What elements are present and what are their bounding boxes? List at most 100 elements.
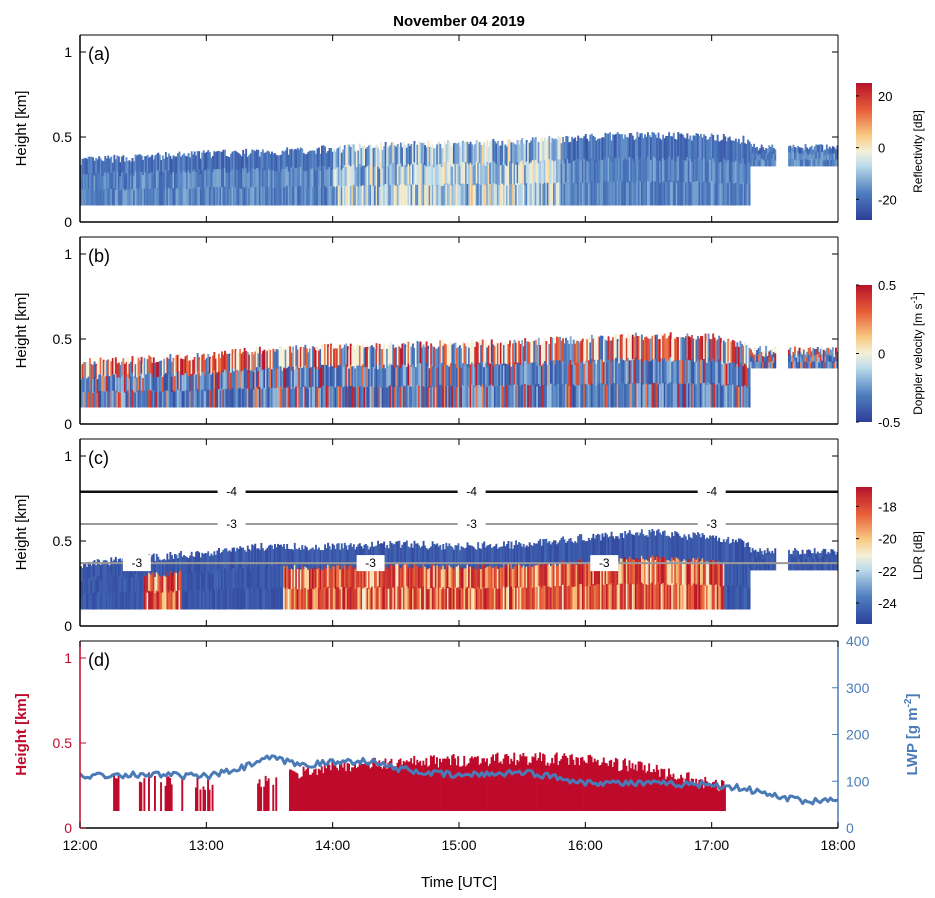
heatmap-cell: [96, 365, 99, 380]
heatmap-cell: [281, 186, 284, 206]
cloud-bar: [478, 764, 481, 811]
heatmap-cell: [295, 588, 298, 610]
heatmap-cell: [136, 155, 139, 173]
heatmap-cell: [237, 153, 240, 171]
heatmap-cell: [328, 387, 331, 408]
heatmap-cell: [117, 188, 120, 206]
heatmap-cell: [633, 535, 636, 561]
heatmap-cell: [301, 587, 304, 610]
heatmap-cell: [163, 390, 166, 408]
heatmap-cell: [328, 588, 331, 610]
heatmap-cell: [668, 536, 671, 562]
heatmap-cell: [580, 182, 583, 206]
heatmap-cell: [102, 190, 105, 206]
cloud-bar: [417, 762, 420, 811]
heatmap-cell: [372, 147, 375, 168]
heatmap-cell: [211, 172, 214, 190]
heatmap-cell: [747, 368, 749, 389]
heatmap-cell: [681, 561, 684, 586]
heatmap-cell: [304, 587, 307, 610]
heatmap-cell: [287, 589, 290, 610]
heatmap-cell: [578, 364, 581, 387]
cloud-bar: [693, 783, 696, 811]
heatmap-cell: [101, 160, 104, 176]
heatmap-cell: [280, 171, 283, 189]
heatmap-cell: [469, 343, 472, 365]
heatmap-cell: [733, 586, 736, 610]
heatmap-cell: [139, 376, 142, 393]
heatmap-cell: [355, 365, 358, 387]
heatmap-cell: [697, 383, 699, 408]
heatmap-cell: [89, 172, 92, 190]
heatmap-cell: [316, 366, 319, 388]
heatmap-cell: [689, 561, 692, 586]
heatmap-cell: [590, 334, 593, 360]
heatmap-cell: [120, 188, 123, 206]
heatmap-cell: [680, 537, 683, 562]
heatmap-cell: [255, 588, 258, 610]
heatmap-cell: [533, 363, 536, 386]
cloud-bar: [561, 755, 564, 811]
heatmap-cell: [90, 565, 93, 581]
heatmap-cell: [677, 583, 680, 610]
heatmap-cell: [660, 139, 663, 162]
heatmap-cell: [362, 146, 364, 167]
heatmap-cell: [265, 589, 267, 610]
heatmap-cell: [87, 577, 90, 594]
heatmap-cell: [95, 173, 98, 190]
heatmap-cell: [339, 386, 342, 408]
heatmap-cell: [794, 159, 796, 167]
heatmap-cell: [750, 355, 753, 363]
heatmap-cell: [577, 584, 580, 610]
heatmap-cell: [765, 345, 768, 354]
heatmap-cell: [822, 349, 825, 357]
heatmap-cell: [490, 339, 493, 363]
heatmap-cell: [289, 167, 292, 187]
heatmap-cell: [409, 185, 411, 206]
heatmap-cell: [760, 151, 763, 160]
heatmap-cell: [648, 135, 651, 159]
heatmap-cell: [710, 584, 713, 610]
heatmap-cell: [210, 374, 213, 392]
heatmap-cell: [762, 350, 765, 357]
heatmap-cell: [93, 592, 96, 610]
heatmap-cell: [386, 185, 389, 206]
heatmap-cell: [507, 344, 510, 366]
heatmap-cell: [797, 356, 800, 363]
heatmap-cell: [428, 588, 431, 610]
heatmap-cell: [427, 366, 430, 388]
heatmap-cell: [377, 540, 380, 564]
heatmap-cell: [760, 352, 763, 358]
cloud-bar: [661, 769, 664, 811]
heatmap-cell: [295, 386, 298, 408]
heatmap-cell: [275, 368, 278, 389]
heatmap-cell: [336, 543, 339, 566]
heatmap-cell: [157, 591, 160, 610]
cloud-bar: [655, 764, 658, 811]
heatmap-cell: [146, 576, 149, 594]
heatmap-cell: [546, 160, 549, 184]
heatmap-cell: [595, 183, 598, 206]
heatmap-cell: [81, 595, 84, 610]
heatmap-cell: [716, 384, 719, 408]
heatmap-cell: [812, 354, 815, 362]
heatmap-cell: [621, 558, 624, 585]
heatmap-cell: [574, 541, 577, 565]
heatmap-cell: [604, 362, 607, 386]
heatmap-cell: [120, 593, 123, 610]
heatmap-cell: [563, 343, 566, 366]
heatmap-cell: [163, 158, 166, 175]
heatmap-cell: [501, 162, 504, 185]
heatmap-cell: [334, 387, 337, 408]
heatmap-cell: [148, 389, 151, 408]
heatmap-cell: [193, 390, 196, 408]
heatmap-cell: [607, 336, 610, 361]
y2-tick-label: 400: [846, 633, 870, 649]
heatmap-cell: [101, 359, 104, 376]
heatmap-cell: [305, 588, 308, 610]
heatmap-cell: [272, 549, 275, 570]
heatmap-cell: [248, 188, 251, 206]
heatmap-cell: [299, 387, 302, 408]
heatmap-cell: [237, 549, 240, 570]
heatmap-cell: [390, 343, 393, 366]
